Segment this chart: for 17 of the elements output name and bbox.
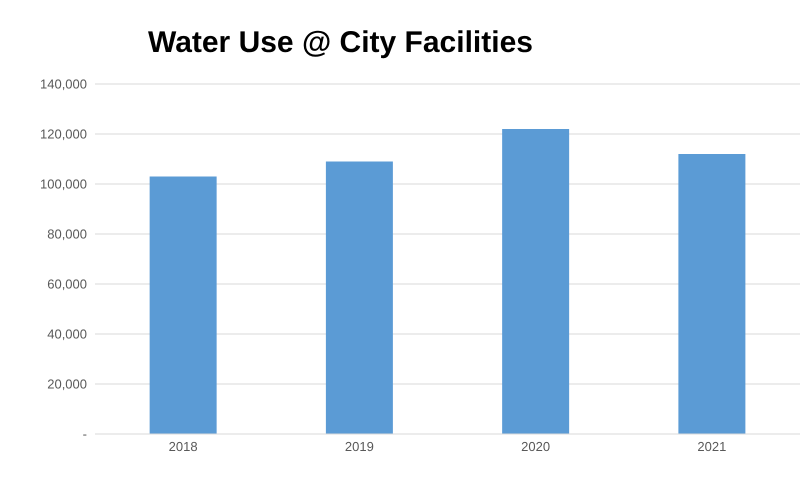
bar [150,176,217,434]
x-tick-label: 2021 [697,439,726,454]
bar [326,162,393,434]
x-tick-label: 2019 [344,439,374,454]
y-tick-label: 20,000 [47,376,87,392]
y-tick-label: 100,000 [40,176,87,192]
y-tick-label: 140,000 [40,76,87,92]
y-tick-label: - [82,426,87,442]
y-tick-label: 120,000 [40,126,87,142]
bar [502,129,570,434]
chart-title: Water Use @ City Facilities [148,26,533,60]
x-tick-label: 2018 [168,439,198,454]
y-tick-label: 60,000 [47,276,87,292]
y-tick-label: 40,000 [47,326,87,342]
bar [678,154,746,434]
x-tick-label: 2020 [521,439,550,454]
y-tick-label: 80,000 [47,226,87,242]
